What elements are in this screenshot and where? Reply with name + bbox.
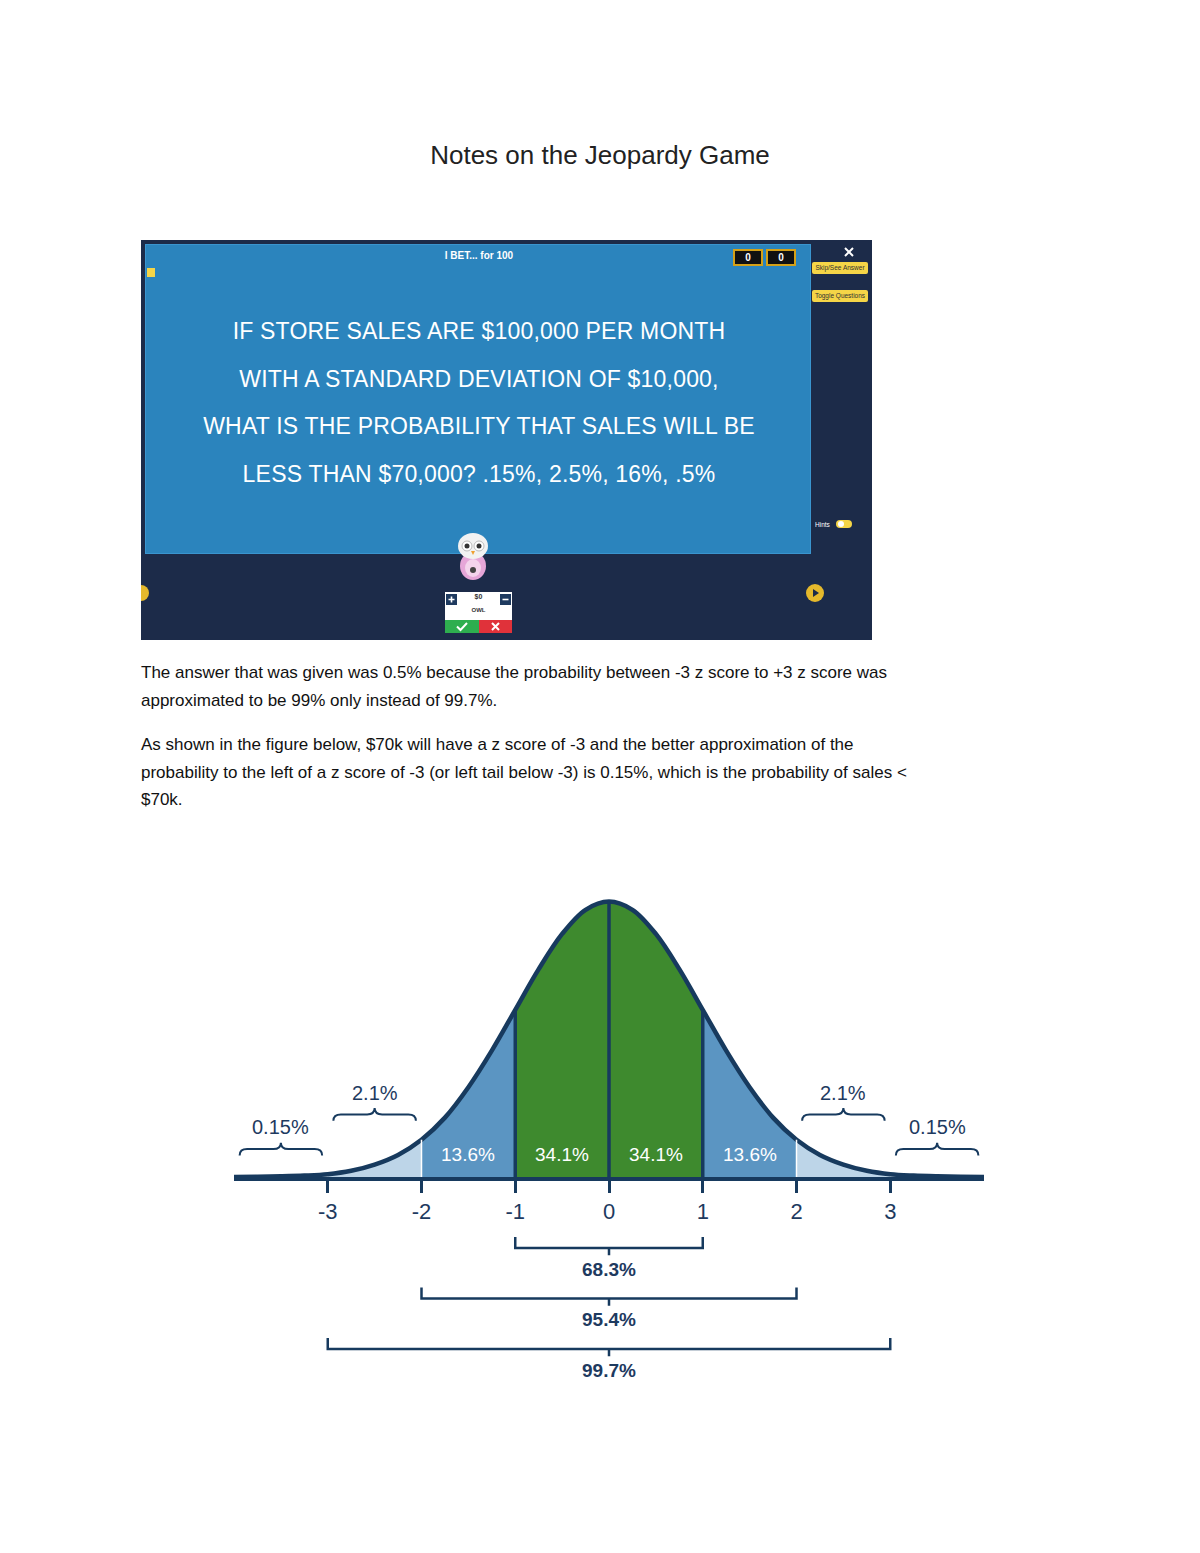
svg-text:0: 0 bbox=[603, 1199, 615, 1224]
svg-text:-1: -1 bbox=[505, 1199, 525, 1224]
html-text:Toggle Questions: Toggle Questions bbox=[814, 292, 866, 299]
svg-text:13.6%: 13.6% bbox=[441, 1144, 495, 1165]
svg-text:0.15%: 0.15% bbox=[909, 1116, 966, 1138]
svg-text:2.1%: 2.1% bbox=[820, 1082, 866, 1104]
html-text:Skip/See Answer: Skip/See Answer bbox=[815, 264, 865, 271]
html-text:IF STORE SALES ARE $100,000 PE: IF STORE SALES ARE $100,000 PER MONTH bbox=[232, 318, 726, 344]
html-text:probability to the left of a z: probability to the left of a z score of … bbox=[141, 762, 907, 782]
svg-text:95.4%: 95.4% bbox=[582, 1309, 636, 1330]
svg-text:-3: -3 bbox=[318, 1199, 338, 1224]
html-text:WITH A STANDARD DEVIATION OF $: WITH A STANDARD DEVIATION OF $10,000, bbox=[239, 365, 719, 392]
svg-text:34.1%: 34.1% bbox=[629, 1144, 683, 1165]
svg-text:99.7%: 99.7% bbox=[582, 1360, 636, 1381]
html-text:LESS THAN $70,000? .15%, 2.5%,: LESS THAN $70,000? .15%, 2.5%, 16%, .5% bbox=[242, 460, 716, 487]
html-text:0: 0 bbox=[778, 252, 784, 263]
html-text:0: 0 bbox=[745, 252, 751, 263]
html-text:WHAT IS THE PROBABILITY THAT S: WHAT IS THE PROBABILITY THAT SALES WILL … bbox=[203, 413, 755, 439]
html-text:I BET... for 100: I BET... for 100 bbox=[444, 250, 514, 261]
svg-text:1: 1 bbox=[697, 1199, 709, 1224]
html-text:The answer that was given was: The answer that was given was 0.5% becau… bbox=[141, 663, 887, 682]
svg-text:3: 3 bbox=[884, 1199, 896, 1224]
svg-text:13.6%: 13.6% bbox=[723, 1144, 777, 1165]
html-text:$70k.: $70k. bbox=[141, 790, 183, 809]
html-text:Hints: Hints bbox=[815, 521, 830, 528]
svg-text:2.1%: 2.1% bbox=[352, 1082, 398, 1104]
html-text:Notes on the Jeopardy Game: Notes on the Jeopardy Game bbox=[430, 140, 770, 170]
html-text:As shown in the figure below,: As shown in the figure below, $70k will … bbox=[141, 735, 854, 754]
html-text:OWL: OWL bbox=[471, 607, 486, 613]
svg-text:0.15%: 0.15% bbox=[252, 1116, 309, 1138]
svg-text:2: 2 bbox=[790, 1199, 802, 1224]
svg-text:34.1%: 34.1% bbox=[535, 1144, 589, 1165]
html-text:$0: $0 bbox=[474, 593, 483, 600]
svg-text:68.3%: 68.3% bbox=[582, 1259, 636, 1280]
html-text:approximated to be 99% only in: approximated to be 99% only instead of 9… bbox=[141, 690, 498, 710]
svg-text:-2: -2 bbox=[412, 1199, 432, 1224]
